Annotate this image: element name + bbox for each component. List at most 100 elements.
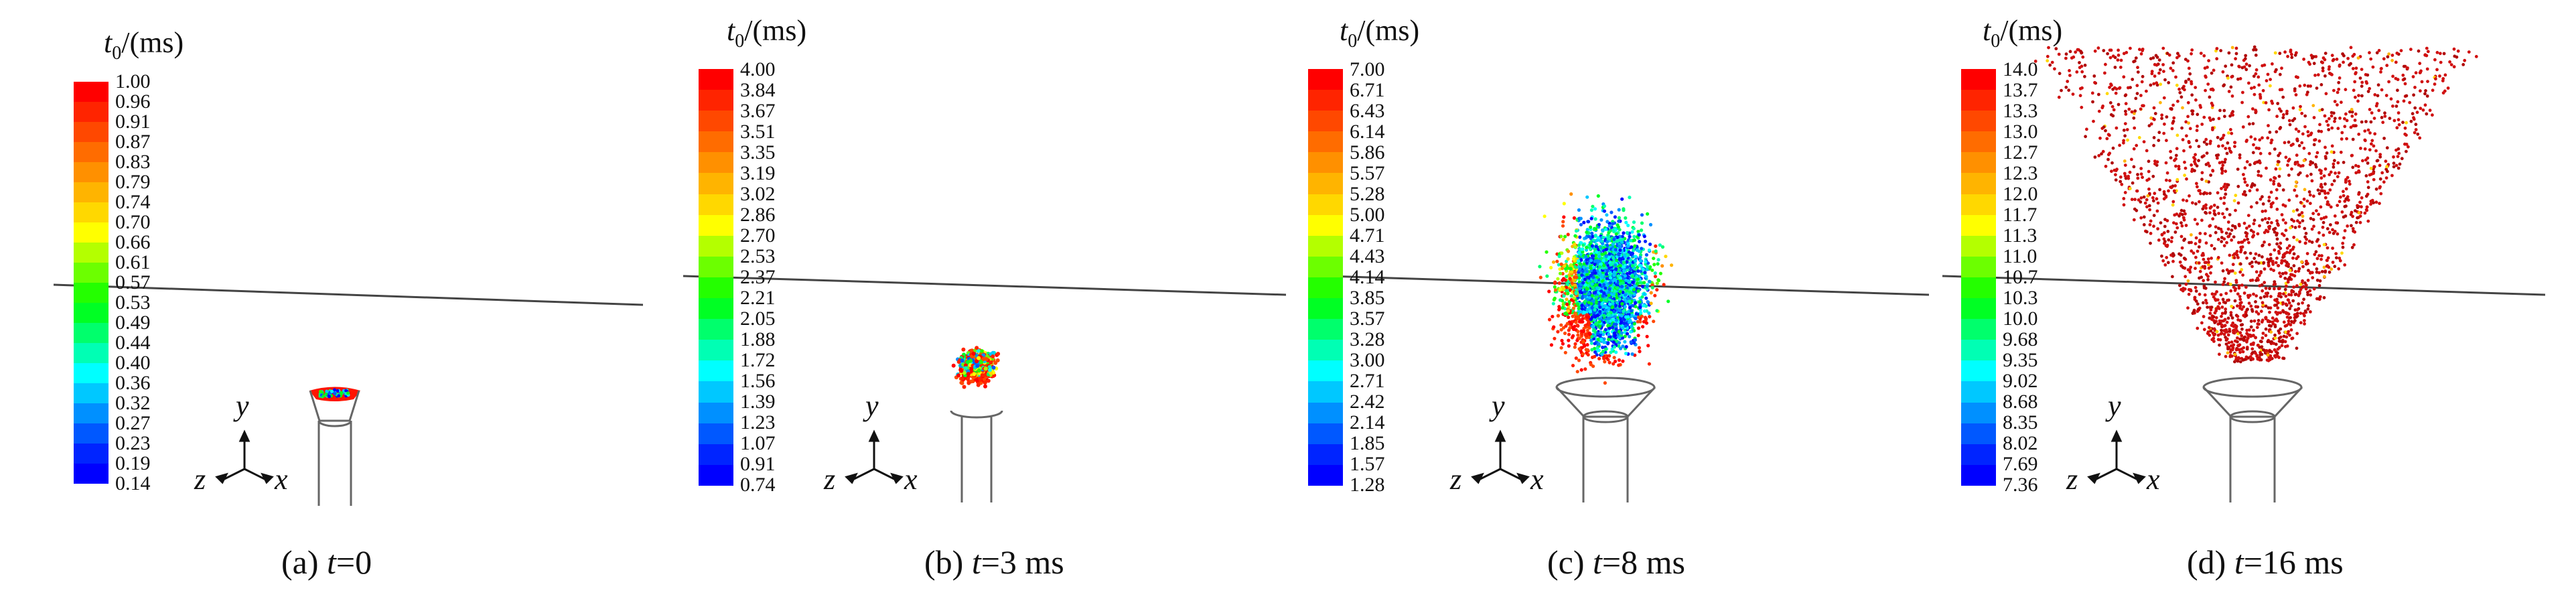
particle [1587, 291, 1591, 295]
particle [2157, 239, 2161, 242]
particle [2064, 85, 2068, 89]
caption: (c) t=8 ms [1547, 543, 1685, 582]
particle [1597, 222, 1601, 226]
particle [1653, 275, 1658, 279]
colorbar-tick-label: 1.00 [115, 70, 151, 92]
particle [1620, 197, 1624, 201]
particle [2319, 172, 2323, 176]
particle [1629, 340, 1633, 344]
particle [2208, 164, 2211, 168]
particle [2134, 56, 2138, 60]
particle [2123, 122, 2127, 126]
particle [2406, 66, 2409, 70]
particle [1617, 208, 1621, 212]
particle [1607, 293, 1611, 297]
particle [1577, 358, 1581, 362]
particle [1623, 297, 1627, 301]
particle [1632, 226, 1636, 230]
nozzle [309, 390, 360, 506]
particle [2229, 311, 2233, 314]
particle [980, 373, 985, 377]
particle [333, 392, 337, 396]
particle [2135, 143, 2139, 147]
particle [2179, 234, 2184, 239]
particle [2212, 247, 2216, 251]
particle [975, 359, 979, 364]
particle [1653, 293, 1657, 297]
particle [1569, 294, 1573, 298]
particle [2238, 262, 2242, 266]
particle [2350, 115, 2354, 118]
particle [2249, 135, 2253, 139]
caption-rest: =8 ms [1601, 543, 1685, 581]
particle [2247, 328, 2251, 332]
particle [972, 372, 977, 377]
particle [2322, 265, 2326, 269]
particle [2188, 127, 2192, 131]
particle [2236, 292, 2240, 296]
particle [1626, 265, 1630, 269]
particle [2334, 252, 2338, 255]
particle [2250, 265, 2254, 269]
colorbar-tick-label: 0.91 [740, 453, 776, 476]
particle [2147, 124, 2151, 128]
particle [1628, 320, 1632, 324]
particle [1563, 331, 1567, 336]
particle [2263, 295, 2267, 299]
colorbar-tick-label: 5.57 [1350, 161, 1385, 184]
particle [2273, 230, 2277, 234]
particle [2244, 68, 2248, 72]
particle [2149, 57, 2153, 60]
particle [1566, 309, 1570, 313]
particle [2312, 143, 2316, 147]
particle [2204, 299, 2208, 302]
particle [1549, 343, 1553, 347]
particle [1620, 238, 1624, 242]
particle [1620, 314, 1624, 318]
particle [2467, 50, 2471, 54]
particle [2388, 117, 2392, 121]
colorbar-tick-label: 4.43 [1350, 245, 1385, 267]
particle [1605, 240, 1609, 244]
particle [2290, 56, 2294, 60]
particle [1598, 324, 1602, 328]
particle [2358, 200, 2362, 204]
particle [1591, 355, 1595, 360]
particle [1607, 316, 1611, 320]
particle [2336, 232, 2340, 236]
particle [1610, 299, 1614, 303]
colorbar-swatch [699, 402, 733, 423]
particle [1647, 248, 1651, 253]
particle [2274, 310, 2278, 314]
particle [2271, 263, 2275, 266]
particle [2439, 60, 2443, 64]
particle [1547, 318, 1552, 322]
particle [2228, 330, 2232, 333]
particle [1642, 292, 1646, 296]
particle [2250, 310, 2255, 313]
colorbar-swatch [74, 142, 109, 162]
particle [2194, 153, 2197, 157]
particle [2229, 128, 2232, 131]
particle [1591, 275, 1595, 279]
particle [2180, 126, 2184, 130]
particle [1593, 350, 1597, 354]
particle [1607, 354, 1612, 358]
particle [2118, 143, 2121, 147]
particle [2241, 350, 2245, 354]
particle [2186, 279, 2190, 283]
particle [2093, 155, 2097, 159]
particle [2122, 141, 2125, 145]
particle [1622, 261, 1626, 265]
particle [2096, 46, 2100, 50]
particle [1612, 345, 1617, 349]
particle [2234, 52, 2238, 56]
particle [1629, 267, 1633, 271]
particle [1599, 298, 1603, 302]
particle [1605, 299, 1609, 303]
particle [1587, 234, 1591, 239]
particle [1642, 234, 1646, 239]
particle [2166, 261, 2170, 265]
particle [1578, 267, 1582, 271]
particle [2139, 52, 2143, 56]
